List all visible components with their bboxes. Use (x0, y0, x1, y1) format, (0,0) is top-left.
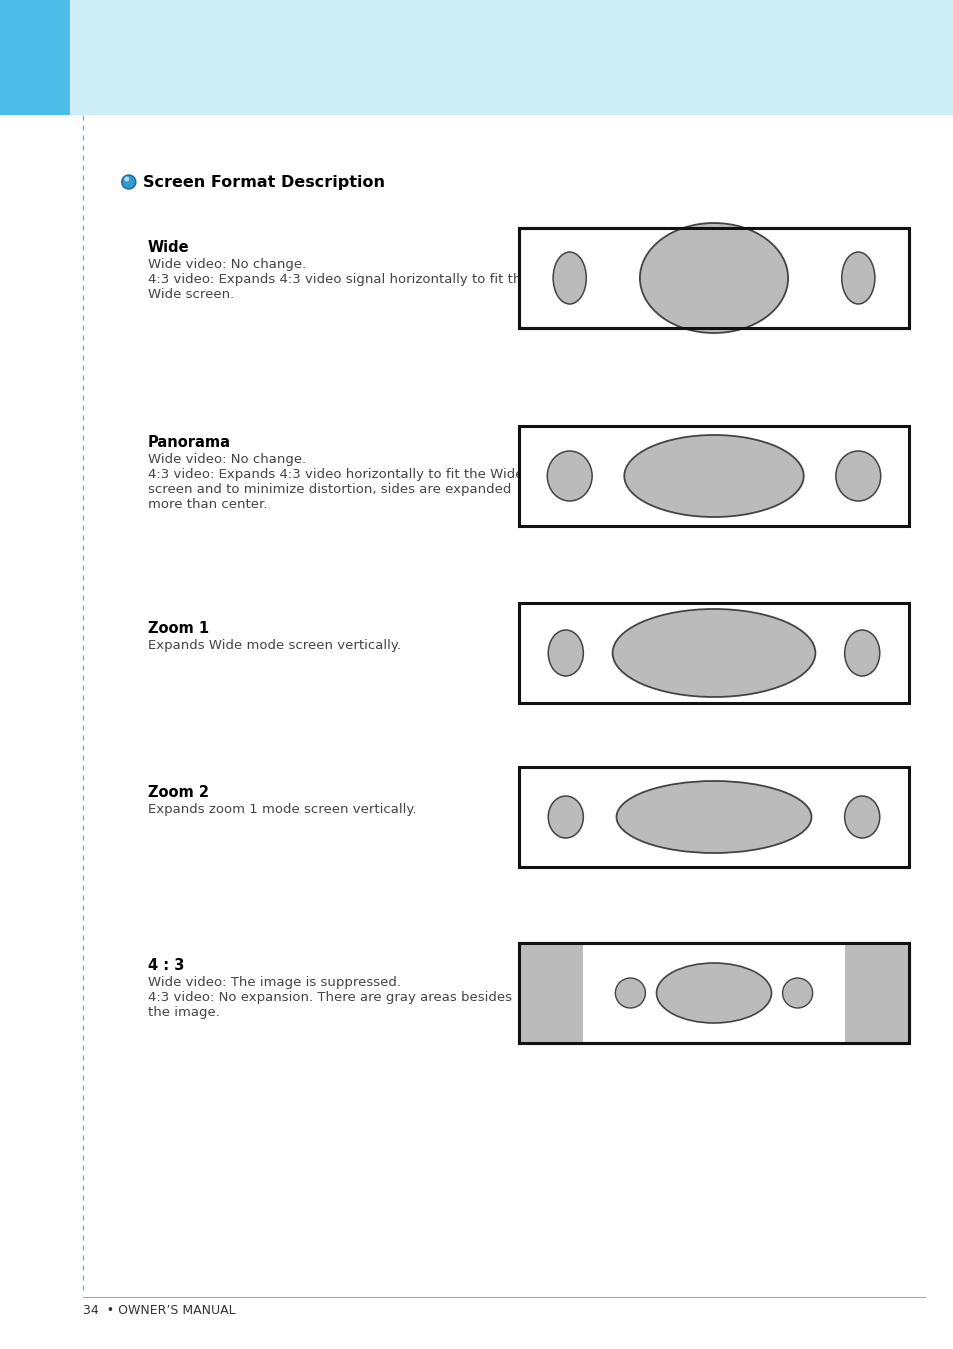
Text: Screen Format Description: Screen Format Description (143, 175, 384, 190)
Text: 4 : 3: 4 : 3 (148, 958, 184, 973)
Ellipse shape (122, 175, 135, 189)
Ellipse shape (639, 223, 787, 333)
Bar (518, 943, 582, 1043)
Ellipse shape (615, 978, 645, 1008)
Text: Zoom 2: Zoom 2 (148, 785, 209, 800)
Text: Wide screen.: Wide screen. (148, 287, 233, 301)
Ellipse shape (843, 630, 879, 676)
Ellipse shape (612, 608, 815, 697)
Bar (0, 0, 70, 115)
Ellipse shape (547, 451, 592, 500)
Text: more than center.: more than center. (148, 498, 267, 511)
Text: Zoom 1: Zoom 1 (148, 621, 209, 635)
Text: the image.: the image. (148, 1006, 219, 1018)
Ellipse shape (124, 177, 130, 182)
Ellipse shape (548, 630, 582, 676)
Bar (518, 943, 908, 1043)
Bar (0, 0, 953, 115)
Bar (518, 426, 908, 526)
Ellipse shape (548, 796, 582, 838)
Ellipse shape (835, 451, 880, 500)
Bar (518, 943, 908, 1043)
Ellipse shape (616, 781, 811, 853)
Bar (843, 943, 908, 1043)
Text: 4:3 video: No expansion. There are gray areas besides: 4:3 video: No expansion. There are gray … (148, 992, 512, 1004)
Text: 4:3 video: Expands 4:3 video signal horizontally to fit the: 4:3 video: Expands 4:3 video signal hori… (148, 272, 529, 286)
Ellipse shape (781, 978, 812, 1008)
Bar (518, 603, 908, 703)
Text: Wide: Wide (148, 240, 190, 255)
Text: Wide video: The image is suppressed.: Wide video: The image is suppressed. (148, 975, 400, 989)
Text: Wide video: No change.: Wide video: No change. (148, 258, 306, 271)
Text: 34  • OWNER’S MANUAL: 34 • OWNER’S MANUAL (83, 1304, 235, 1317)
Text: screen and to minimize distortion, sides are expanded: screen and to minimize distortion, sides… (148, 483, 511, 496)
Bar (518, 768, 908, 867)
Ellipse shape (841, 252, 874, 304)
Bar (518, 228, 908, 328)
Text: Expands Wide mode screen vertically.: Expands Wide mode screen vertically. (148, 639, 400, 652)
Ellipse shape (623, 434, 802, 517)
Text: Wide video: No change.: Wide video: No change. (148, 453, 306, 465)
Text: Expands zoom 1 mode screen vertically.: Expands zoom 1 mode screen vertically. (148, 803, 416, 816)
Bar (518, 228, 908, 328)
Ellipse shape (656, 963, 771, 1023)
Text: 4:3 video: Expands 4:3 video horizontally to fit the Wide: 4:3 video: Expands 4:3 video horizontall… (148, 468, 523, 482)
Ellipse shape (843, 796, 879, 838)
Text: Panorama: Panorama (148, 434, 231, 451)
Ellipse shape (553, 252, 586, 304)
